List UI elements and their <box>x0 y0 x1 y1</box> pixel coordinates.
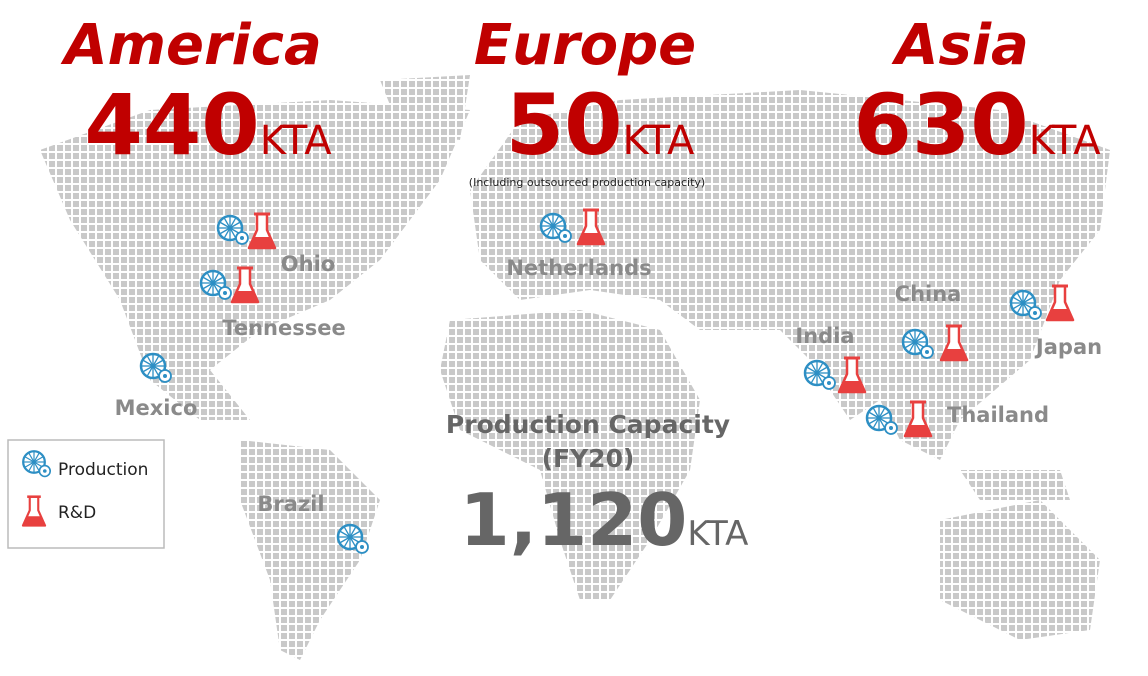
legend: Production R&D <box>7 439 165 549</box>
rd-icon <box>837 356 867 394</box>
region-note: (Including outsourced production capacit… <box>469 176 705 189</box>
capacity-number: 630 <box>853 76 1028 174</box>
production-icon <box>539 212 572 243</box>
rd-icon <box>247 212 277 250</box>
site-label: Japan <box>1034 335 1102 359</box>
total-capacity: 1,120KTA <box>460 478 749 562</box>
production-icon <box>139 352 172 383</box>
capacity-unit: KTA <box>623 118 695 164</box>
rd-icon <box>230 266 260 304</box>
production-icon <box>216 214 249 245</box>
site-label: China <box>895 282 962 306</box>
continents <box>40 75 1110 660</box>
region-name: Asia <box>891 13 1029 78</box>
production-icon <box>336 523 369 554</box>
site-label: Brazil <box>257 492 324 516</box>
production-icon <box>1009 289 1042 320</box>
region-name: Europe <box>474 13 696 78</box>
legend-production: Production <box>58 460 148 480</box>
region-capacity: 630KTA <box>853 76 1101 174</box>
rd-icon <box>576 208 606 246</box>
capacity-unit: KTA <box>1029 118 1101 164</box>
rd-icon <box>939 324 969 362</box>
capacity-number: 440 <box>84 76 259 174</box>
total-unit: KTA <box>687 514 748 554</box>
rd-icon <box>903 400 933 438</box>
region-capacity: 440KTA <box>84 76 332 174</box>
legend-rd: R&D <box>58 503 96 523</box>
production-icon <box>22 450 52 478</box>
rd-icon <box>1045 284 1075 322</box>
production-icon <box>865 404 898 435</box>
total-number: 1,120 <box>460 478 688 562</box>
total-title: Production Capacity <box>446 410 730 439</box>
capacity-number: 50 <box>506 76 623 174</box>
site-label: Netherlands <box>506 256 651 280</box>
site-label: Ohio <box>281 252 335 276</box>
production-icon <box>803 359 836 390</box>
production-icon <box>199 269 232 300</box>
site-label: Mexico <box>115 396 198 420</box>
site-label: Thailand <box>947 403 1049 427</box>
total-period: (FY20) <box>542 444 635 473</box>
total: Production Capacity (FY20) 1,120KTA <box>446 410 748 562</box>
production-icon <box>901 328 934 359</box>
site-label: Tennessee <box>222 316 345 340</box>
capacity-unit: KTA <box>260 118 332 164</box>
rd-icon <box>21 495 47 527</box>
region-capacity: 50KTA <box>506 76 695 174</box>
site-label: India <box>795 324 854 348</box>
region-name: America <box>60 13 321 78</box>
